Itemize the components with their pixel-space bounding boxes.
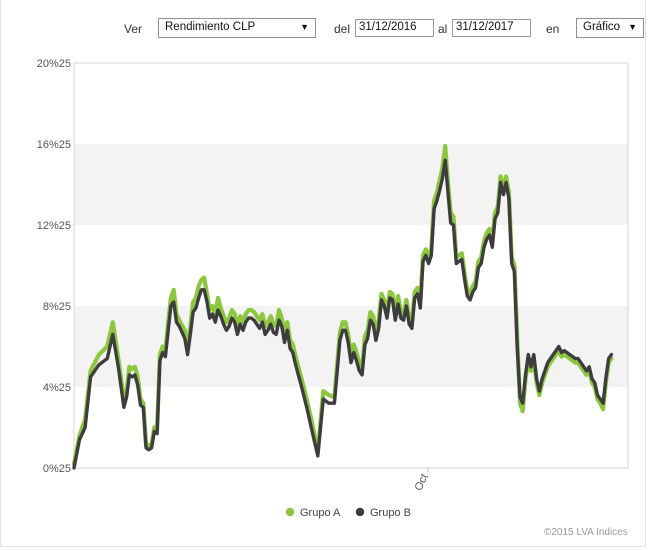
chevron-down-icon: ▼ <box>628 22 637 32</box>
series-line-grupo-b <box>72 158 614 470</box>
y-tick-label: 4%25 <box>43 382 71 394</box>
plot-border <box>73 62 629 469</box>
al-label: al <box>438 22 448 36</box>
ver-label: Ver <box>124 22 143 36</box>
view-select-value: Gráfico <box>583 21 621 33</box>
copyright-text: ©2015 LVA Indices <box>544 527 628 538</box>
series-layer <box>71 143 614 470</box>
toolbar: Ver Rendimiento CLP ▼ del 31/12/2016 al … <box>0 18 649 42</box>
en-label: en <box>546 22 560 36</box>
date-from-input[interactable]: 31/12/2016 <box>355 19 434 37</box>
grid-band <box>74 387 628 468</box>
grid-band <box>74 144 628 225</box>
grid-band <box>74 63 628 144</box>
y-tick-label: 20%25 <box>37 58 71 70</box>
grid-band <box>74 225 628 306</box>
x-axis: Oct <box>413 468 431 493</box>
y-tick-label: 0%25 <box>43 463 71 475</box>
y-axis: 0%25 4%25 8%25 12%25 16%25 20%25 <box>37 58 71 475</box>
legend-marker[interactable] <box>285 507 295 517</box>
series-select[interactable]: Rendimiento CLP ▼ <box>158 18 316 38</box>
date-to-input[interactable]: 31/12/2017 <box>452 19 531 37</box>
legend-marker[interactable] <box>355 507 365 517</box>
view-select[interactable]: Gráfico ▼ <box>576 18 644 38</box>
x-tick-label: Oct <box>413 472 431 493</box>
del-label: del <box>334 22 351 36</box>
y-tick-label: 8%25 <box>43 301 71 313</box>
y-tick-label: 16%25 <box>37 139 71 151</box>
legend-label[interactable]: Grupo A <box>300 507 341 519</box>
series-select-value: Rendimiento CLP <box>165 21 256 33</box>
chevron-down-icon: ▼ <box>300 22 309 32</box>
y-tick-label: 12%25 <box>37 220 71 232</box>
legend-label[interactable]: Grupo B <box>370 507 411 519</box>
legend: Grupo A Grupo B <box>285 507 411 519</box>
